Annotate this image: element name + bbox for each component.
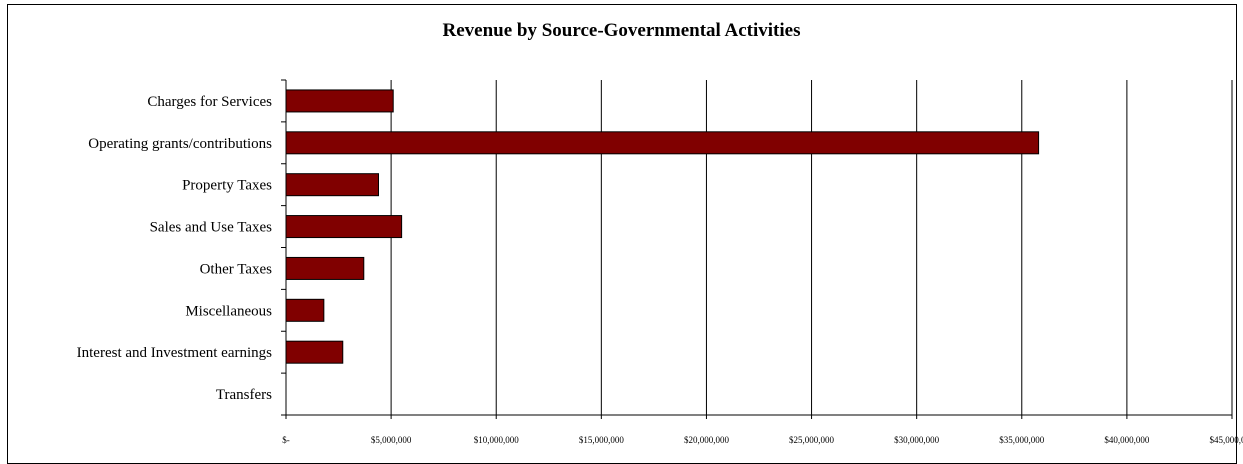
x-tick-label: $- — [282, 435, 290, 445]
bar — [286, 132, 1039, 154]
x-tick-label: $15,000,000 — [579, 435, 625, 445]
x-tick-label: $45,000,000 — [1210, 435, 1243, 445]
x-tick-label: $10,000,000 — [474, 435, 520, 445]
category-label: Other Taxes — [200, 261, 273, 277]
x-tick-label: $35,000,000 — [999, 435, 1045, 445]
bar — [286, 299, 324, 321]
bar — [286, 174, 378, 196]
bar — [286, 216, 402, 238]
axes — [281, 80, 1232, 419]
category-label: Miscellaneous — [185, 303, 272, 319]
x-tick-label: $40,000,000 — [1104, 435, 1150, 445]
x-tick-label: $5,000,000 — [371, 435, 412, 445]
category-label: Transfers — [216, 387, 272, 403]
category-label: Sales and Use Taxes — [150, 220, 273, 236]
x-tick-label: $30,000,000 — [894, 435, 940, 445]
x-tick-label: $20,000,000 — [684, 435, 730, 445]
bars — [286, 90, 1039, 363]
bar — [286, 341, 343, 363]
category-label: Charges for Services — [147, 94, 272, 110]
x-tick-label: $25,000,000 — [789, 435, 835, 445]
category-label: Property Taxes — [182, 178, 272, 194]
x-tick-labels: $- $5,000,000 $10,000,000 $15,000,000 $20,00… — [282, 435, 1243, 445]
gridlines — [391, 80, 1232, 415]
bar — [286, 257, 364, 279]
category-label: Operating grants/contributions — [88, 136, 272, 152]
bar — [286, 90, 393, 112]
bar-chart: Charges for Services Operating grants/con… — [0, 0, 1243, 453]
category-label: Interest and Investment earnings — [77, 345, 273, 361]
category-labels: Charges for Services Operating grants/con… — [77, 94, 273, 403]
